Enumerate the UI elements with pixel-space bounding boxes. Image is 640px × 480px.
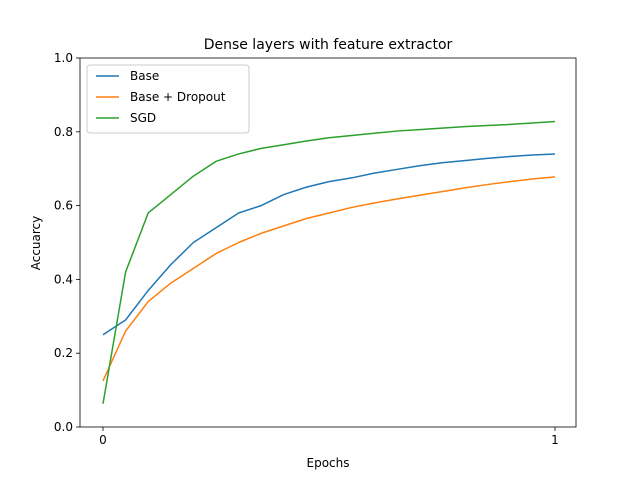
y-tick-label: 0.2	[54, 346, 73, 360]
y-tick-label: 0.6	[54, 199, 73, 213]
series-line-1	[102, 176, 556, 382]
legend: Base Base + Dropout SGD	[86, 64, 250, 134]
legend-label-0: Base	[130, 69, 159, 83]
y-tick-label: 0.4	[54, 272, 73, 286]
x-axis-label: Epochs	[307, 456, 350, 470]
y-tick-label: 1.0	[54, 51, 73, 65]
x-tick-label: 0	[99, 433, 107, 447]
legend-label-2: SGD	[130, 111, 156, 125]
series-layer	[102, 120, 556, 404]
legend-label-1: Base + Dropout	[130, 90, 226, 104]
x-tick-label: 1	[551, 433, 559, 447]
chart-title: Dense layers with feature extractor	[204, 37, 453, 53]
series-line-0	[102, 153, 556, 336]
y-tick-label: 0.8	[54, 125, 73, 139]
legend-box	[86, 64, 250, 134]
y-tick-label: 0.0	[54, 420, 73, 434]
series-line-2	[102, 120, 556, 404]
plot-frame	[79, 57, 577, 428]
axes-layer: 0 1 0.0 0.2 0.4 0.6 0.8 1.0	[54, 51, 577, 447]
y-axis-label: Accuarcy	[29, 216, 43, 271]
